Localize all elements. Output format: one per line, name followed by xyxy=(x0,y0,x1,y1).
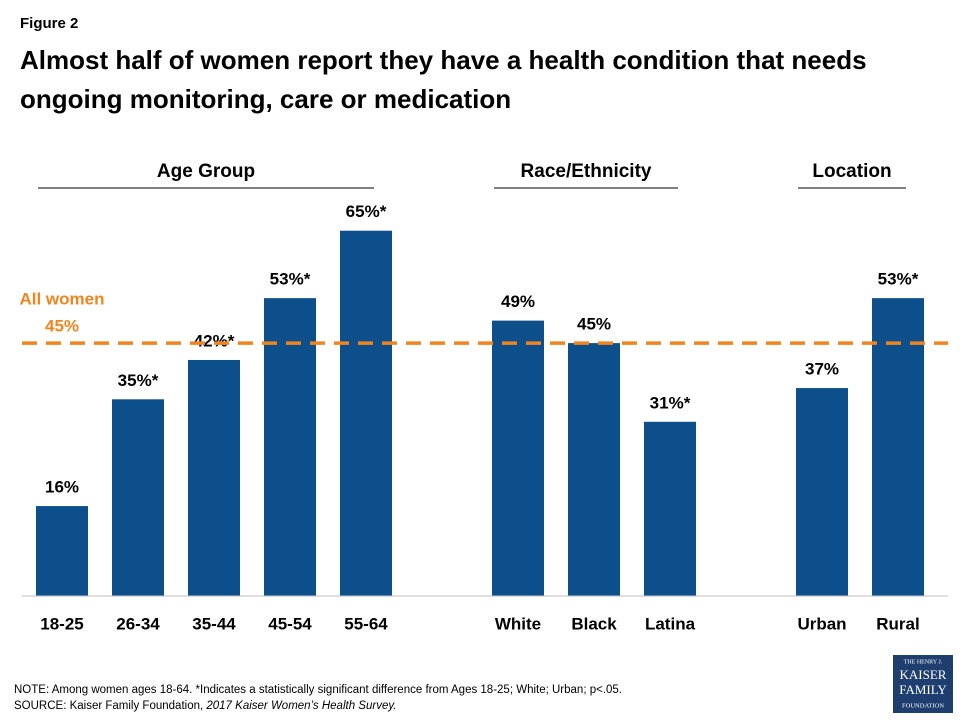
group-label: Location xyxy=(812,161,891,182)
bar xyxy=(492,320,544,596)
x-tick-label: Black xyxy=(571,614,617,633)
bar xyxy=(796,388,848,596)
data-label: 45% xyxy=(577,315,611,334)
data-label: 42%* xyxy=(194,331,235,350)
x-tick-label: 45-54 xyxy=(268,614,312,633)
data-label: 65%* xyxy=(346,202,387,221)
data-label: 31%* xyxy=(650,393,691,412)
data-label: 35%* xyxy=(118,371,159,390)
source-title: 2017 Kaiser Women’s Health Survey. xyxy=(205,700,396,712)
x-tick-label: 55-64 xyxy=(344,614,388,633)
x-tick-label: Latina xyxy=(645,614,696,633)
reference-value-label: 45% xyxy=(45,316,79,335)
group-label: Age Group xyxy=(157,161,255,182)
bar xyxy=(264,298,316,596)
data-label: 37% xyxy=(805,360,839,379)
logo-line: THE HENRY J. xyxy=(904,659,943,665)
note: NOTE: Among women ages 18-64. *Indicates… xyxy=(14,684,622,696)
data-label: 53%* xyxy=(270,270,311,289)
x-tick-label: 35-44 xyxy=(192,614,236,633)
bar xyxy=(340,230,392,596)
bar xyxy=(112,399,164,596)
figure-label: Figure 2 xyxy=(20,15,78,32)
bar xyxy=(188,359,240,596)
chart-title: Almost half of women report they have a … xyxy=(20,45,867,114)
data-label: 53%* xyxy=(878,270,919,289)
logo xyxy=(893,655,953,713)
source: SOURCE: Kaiser Family Foundation, 2017 K… xyxy=(14,700,396,712)
logo-line: FOUNDATION xyxy=(902,702,944,709)
source-text: SOURCE: Kaiser Family Foundation, xyxy=(14,700,206,712)
group-label: Race/Ethnicity xyxy=(521,161,652,182)
x-tick-label: White xyxy=(495,614,541,633)
reference-label: All women xyxy=(19,289,104,308)
bar xyxy=(568,343,620,596)
data-label: 49% xyxy=(501,292,535,311)
bar xyxy=(644,421,696,596)
logo-line: KAISER xyxy=(900,667,947,682)
bar xyxy=(36,506,88,596)
bar xyxy=(872,298,924,596)
data-label: 16% xyxy=(45,478,79,497)
x-tick-label: 26-34 xyxy=(116,614,160,633)
logo-line: FAMILY xyxy=(899,682,947,697)
x-tick-label: Rural xyxy=(876,614,919,633)
x-tick-label: 18-25 xyxy=(40,614,83,633)
x-tick-label: Urban xyxy=(797,614,846,633)
